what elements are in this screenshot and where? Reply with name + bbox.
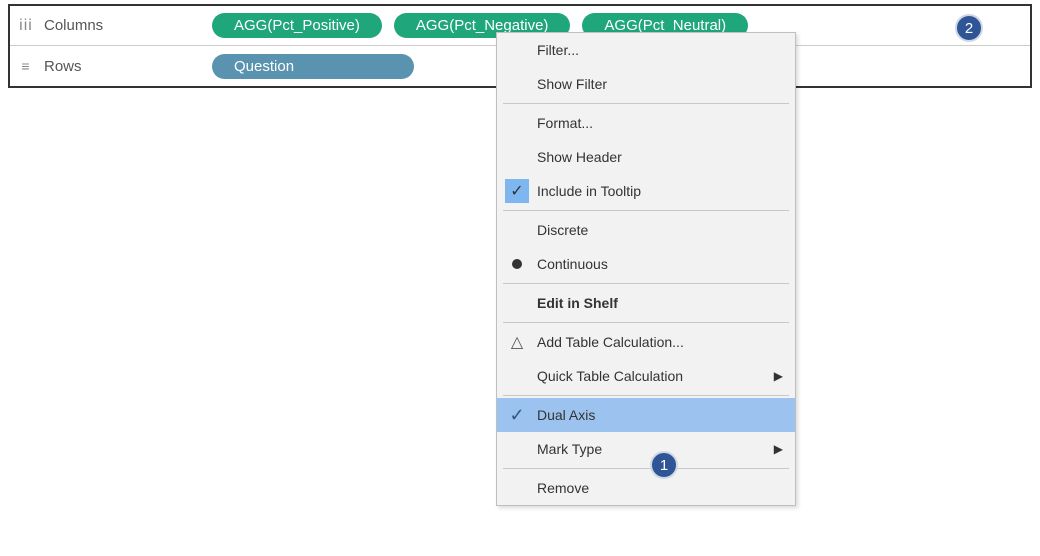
columns-icon: iii	[18, 17, 34, 35]
menu-show-header[interactable]: Show Header	[497, 140, 795, 174]
menu-edit-shelf-label: Edit in Shelf	[537, 295, 783, 311]
menu-show-filter-label: Show Filter	[537, 76, 783, 92]
callout-2: 2	[955, 14, 983, 42]
check-icon: ✓	[505, 179, 529, 203]
callout-1: 1	[650, 451, 678, 479]
menu-separator	[503, 322, 789, 323]
menu-dual-axis-label: Dual Axis	[537, 407, 783, 423]
callout-1-text: 1	[660, 457, 668, 474]
submenu-arrow-icon: ▶	[765, 442, 783, 456]
menu-separator	[503, 283, 789, 284]
menu-dual-axis[interactable]: ✓ Dual Axis	[497, 398, 795, 432]
menu-remove-label: Remove	[537, 480, 783, 496]
menu-separator	[503, 468, 789, 469]
menu-filter-icon	[497, 33, 537, 67]
menu-discrete-label: Discrete	[537, 222, 783, 238]
menu-filter[interactable]: Filter...	[497, 33, 795, 67]
menu-continuous-label: Continuous	[537, 256, 783, 272]
menu-continuous[interactable]: Continuous	[497, 247, 795, 281]
menu-include-tooltip[interactable]: ✓ Include in Tooltip	[497, 174, 795, 208]
menu-add-table-calc-label: Add Table Calculation...	[537, 334, 783, 350]
delta-icon: △	[511, 332, 523, 352]
rows-label-text: Rows	[44, 58, 82, 75]
menu-separator	[503, 395, 789, 396]
menu-add-table-calc[interactable]: △ Add Table Calculation...	[497, 325, 795, 359]
menu-include-tooltip-label: Include in Tooltip	[537, 183, 783, 199]
dot-icon	[512, 259, 522, 269]
menu-quick-table-calc[interactable]: Quick Table Calculation ▶	[497, 359, 795, 393]
rows-shelf-label: ≡ Rows	[18, 58, 204, 75]
menu-filter-label: Filter...	[537, 42, 783, 58]
menu-edit-shelf[interactable]: Edit in Shelf	[497, 286, 795, 320]
columns-label-text: Columns	[44, 17, 103, 34]
menu-remove[interactable]: Remove	[497, 471, 795, 505]
context-menu: Filter... Show Filter Format... Show Hea…	[496, 32, 796, 506]
pill-question[interactable]: Question	[212, 54, 414, 79]
pill-pct-positive[interactable]: AGG(Pct_Positive)	[212, 13, 382, 38]
menu-format[interactable]: Format...	[497, 106, 795, 140]
columns-shelf-label: iii Columns	[18, 17, 204, 35]
menu-show-filter[interactable]: Show Filter	[497, 67, 795, 101]
menu-separator	[503, 103, 789, 104]
menu-discrete[interactable]: Discrete	[497, 213, 795, 247]
menu-show-header-label: Show Header	[537, 149, 783, 165]
menu-mark-type-label: Mark Type	[537, 441, 765, 457]
menu-quick-table-calc-label: Quick Table Calculation	[537, 368, 765, 384]
menu-format-label: Format...	[537, 115, 783, 131]
rows-icon: ≡	[18, 58, 34, 74]
callout-2-text: 2	[965, 20, 973, 37]
menu-separator	[503, 210, 789, 211]
check-icon: ✓	[509, 405, 524, 426]
submenu-arrow-icon: ▶	[765, 369, 783, 383]
menu-mark-type[interactable]: Mark Type ▶	[497, 432, 795, 466]
